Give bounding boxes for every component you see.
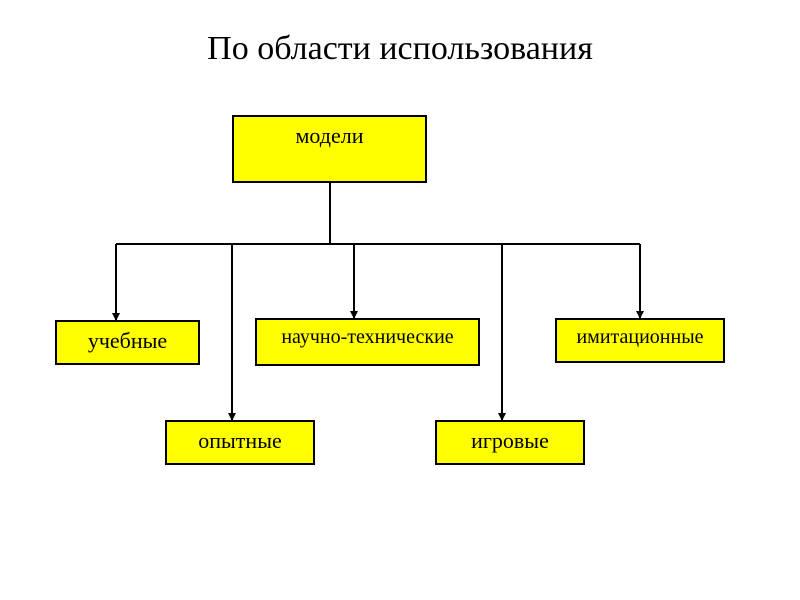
diagram-title: По области использования — [0, 30, 800, 68]
node-game: игровые — [435, 420, 585, 465]
node-sim: имитационные — [555, 318, 725, 363]
node-sci: научно-технические — [255, 318, 480, 366]
node-edu: учебные — [55, 320, 200, 365]
node-root: модели — [232, 115, 427, 183]
connector-lines — [0, 0, 800, 600]
node-exp: опытные — [165, 420, 315, 465]
